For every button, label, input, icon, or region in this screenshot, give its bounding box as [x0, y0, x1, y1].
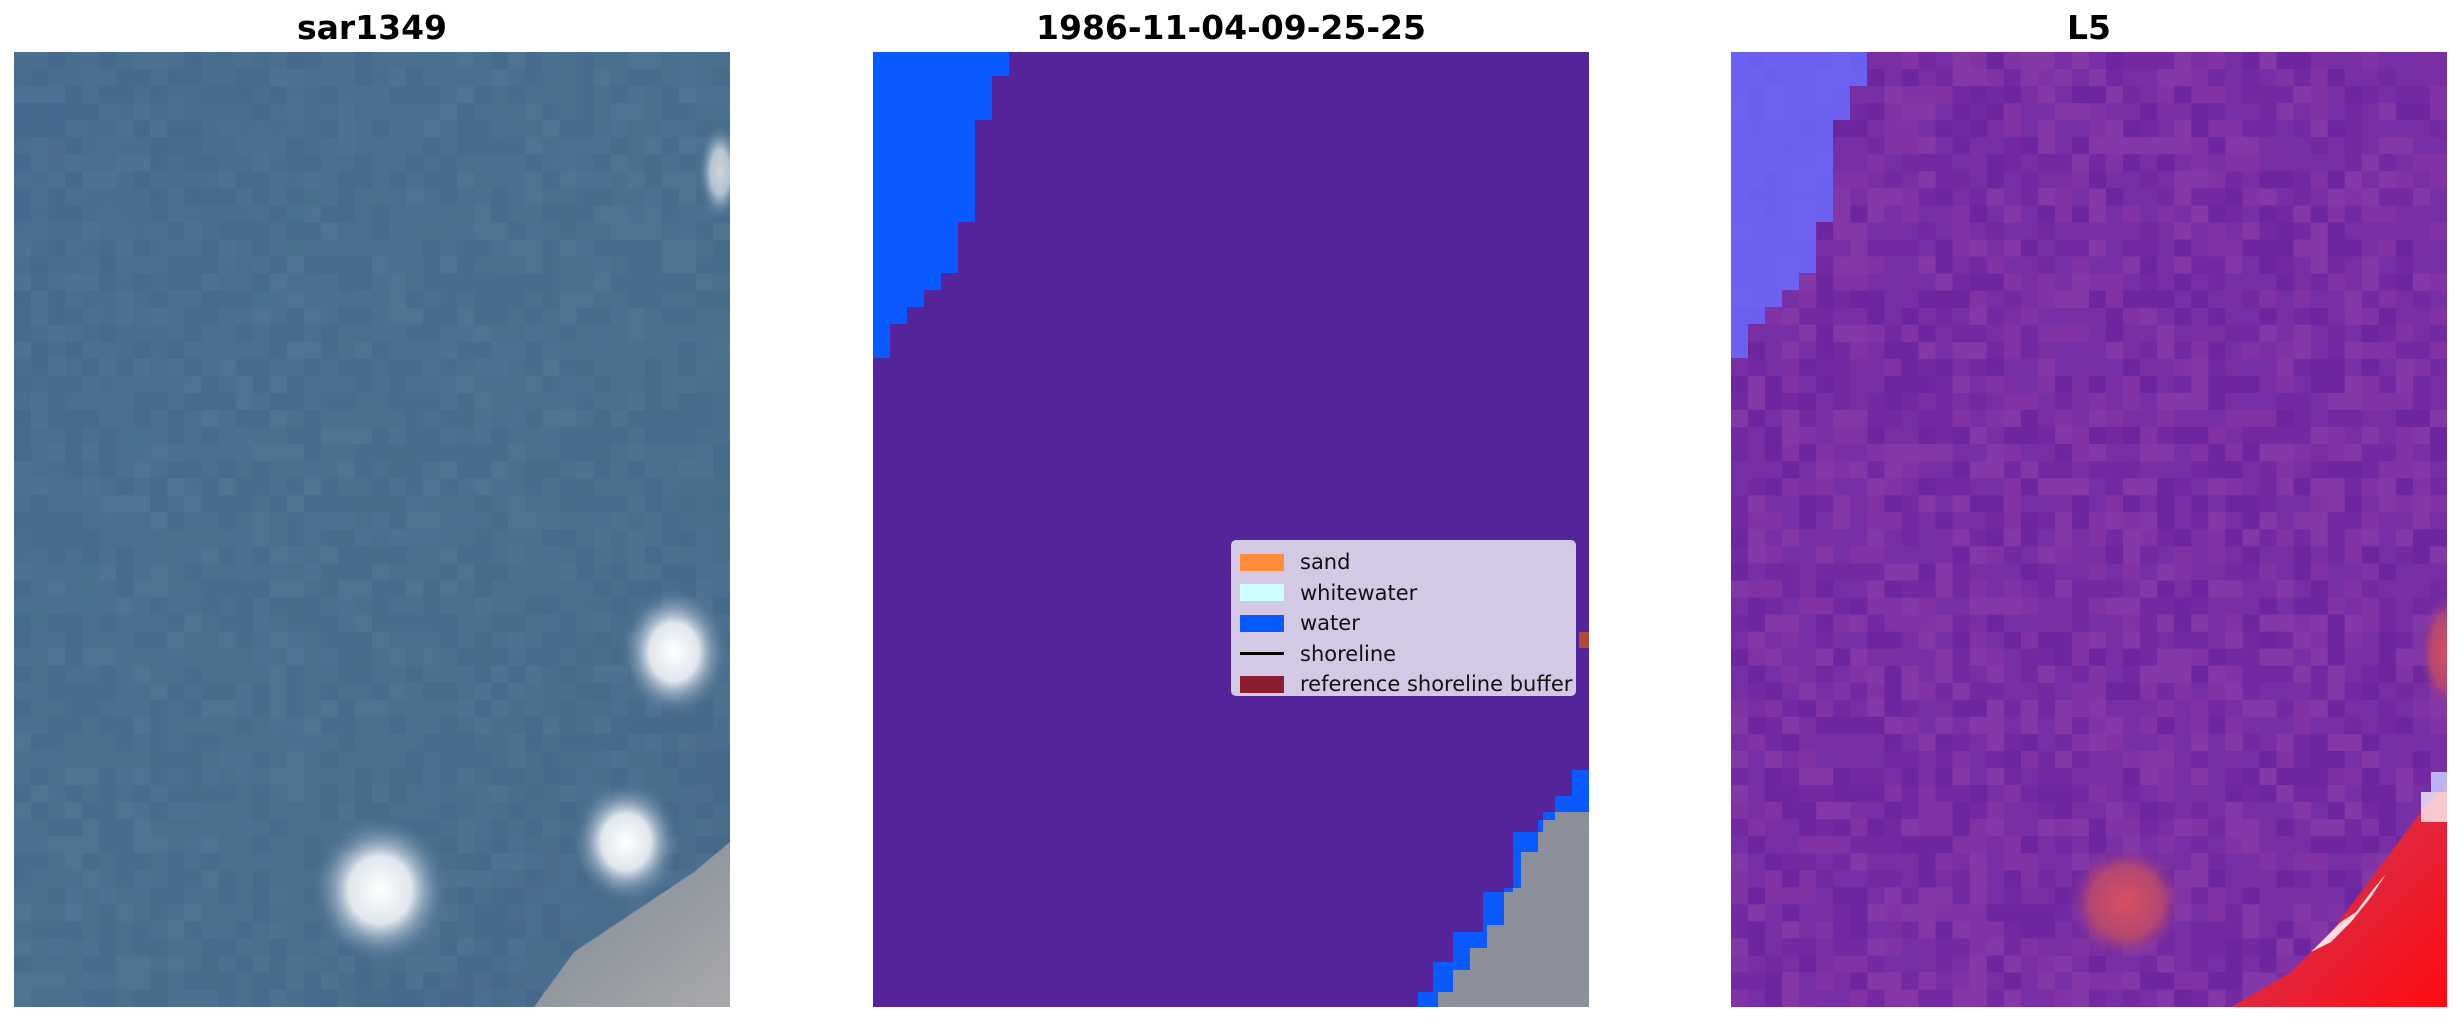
sand-swatch: [1240, 553, 1284, 571]
legend-label: shoreline: [1300, 641, 1397, 666]
panel-title-false-color: L5: [2067, 8, 2111, 47]
panel-title-rgb: sar1349: [296, 8, 448, 47]
legend-item-water: water: [1240, 608, 1575, 639]
legend-label: sand: [1300, 550, 1351, 575]
legend-label: whitewater: [1300, 580, 1418, 605]
legend-item-reference-shoreline-buffer: reference shoreline buffer: [1240, 669, 1575, 700]
legend-item-whitewater: whitewater: [1240, 578, 1575, 609]
rgb-satellite-image: [14, 52, 730, 1007]
panel-title-classified: 1986-11-04-09-25-25: [1036, 8, 1426, 47]
legend-label: reference shoreline buffer: [1300, 672, 1573, 697]
buffer-swatch: [1240, 675, 1284, 693]
legend-item-shoreline: shoreline: [1240, 639, 1575, 670]
whitewater-swatch: [1240, 584, 1284, 602]
false-color-image: [1731, 52, 2447, 1007]
shoreline-line-swatch: [1240, 652, 1284, 656]
legend-item-sand: sand: [1240, 547, 1575, 578]
legend-label: water: [1300, 611, 1360, 636]
water-swatch: [1240, 614, 1284, 632]
classified-image: [873, 52, 1589, 1007]
legend: sand whitewater water shoreline referenc…: [1231, 540, 1576, 696]
